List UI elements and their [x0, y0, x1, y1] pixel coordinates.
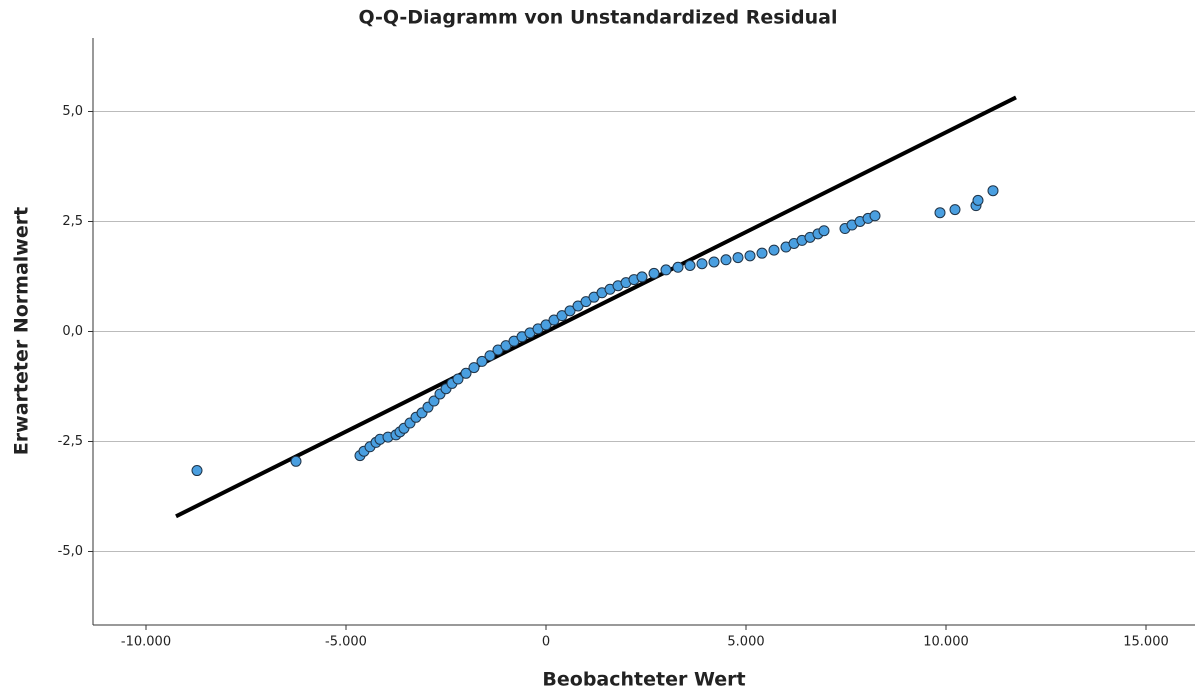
data-point [556, 310, 568, 322]
x-tick-label: -5.000 [325, 635, 367, 650]
data-point [708, 256, 720, 268]
x-axis-label: Beobachteter Wert [542, 669, 745, 691]
data-point [540, 319, 552, 331]
data-point [732, 252, 744, 264]
data-point [696, 258, 708, 270]
data-point [290, 455, 302, 467]
data-point [636, 271, 648, 283]
data-point [756, 247, 768, 259]
x-tick-label: 0 [542, 635, 550, 650]
data-point [934, 207, 946, 219]
reference-line [175, 95, 1017, 519]
data-point [484, 350, 496, 362]
chart-title: Q-Q-Diagramm von Unstandardized Residual [358, 7, 837, 29]
data-point [720, 254, 732, 266]
data-point [452, 373, 464, 385]
data-point [460, 367, 472, 379]
data-point [949, 204, 961, 216]
data-point [684, 259, 696, 271]
y-tick-label: 0,0 [62, 324, 83, 339]
data-point [987, 185, 999, 197]
data-point [191, 465, 203, 477]
data-point [672, 261, 684, 273]
y-tick-label: 5,0 [62, 104, 83, 119]
x-tick-label: 5.000 [727, 635, 764, 650]
x-tick-label: 10.000 [923, 635, 969, 650]
data-point [428, 395, 440, 407]
data-point [564, 305, 576, 317]
y-tick-label: -5,0 [58, 544, 83, 559]
data-point [818, 225, 830, 237]
data-point [768, 244, 780, 256]
data-point [468, 362, 480, 374]
data-point [869, 210, 881, 222]
data-point [660, 264, 672, 276]
data-point [648, 267, 660, 279]
y-tick-label: -2,5 [58, 434, 83, 449]
data-point [476, 355, 488, 367]
x-tick-label: 15.000 [1123, 635, 1169, 650]
data-point [972, 194, 984, 206]
y-tick-label: 2,5 [62, 214, 83, 229]
y-axis-label: Erwarteter Normalwert [11, 207, 33, 455]
data-point [744, 250, 756, 262]
x-tick-label: -10.000 [121, 635, 171, 650]
